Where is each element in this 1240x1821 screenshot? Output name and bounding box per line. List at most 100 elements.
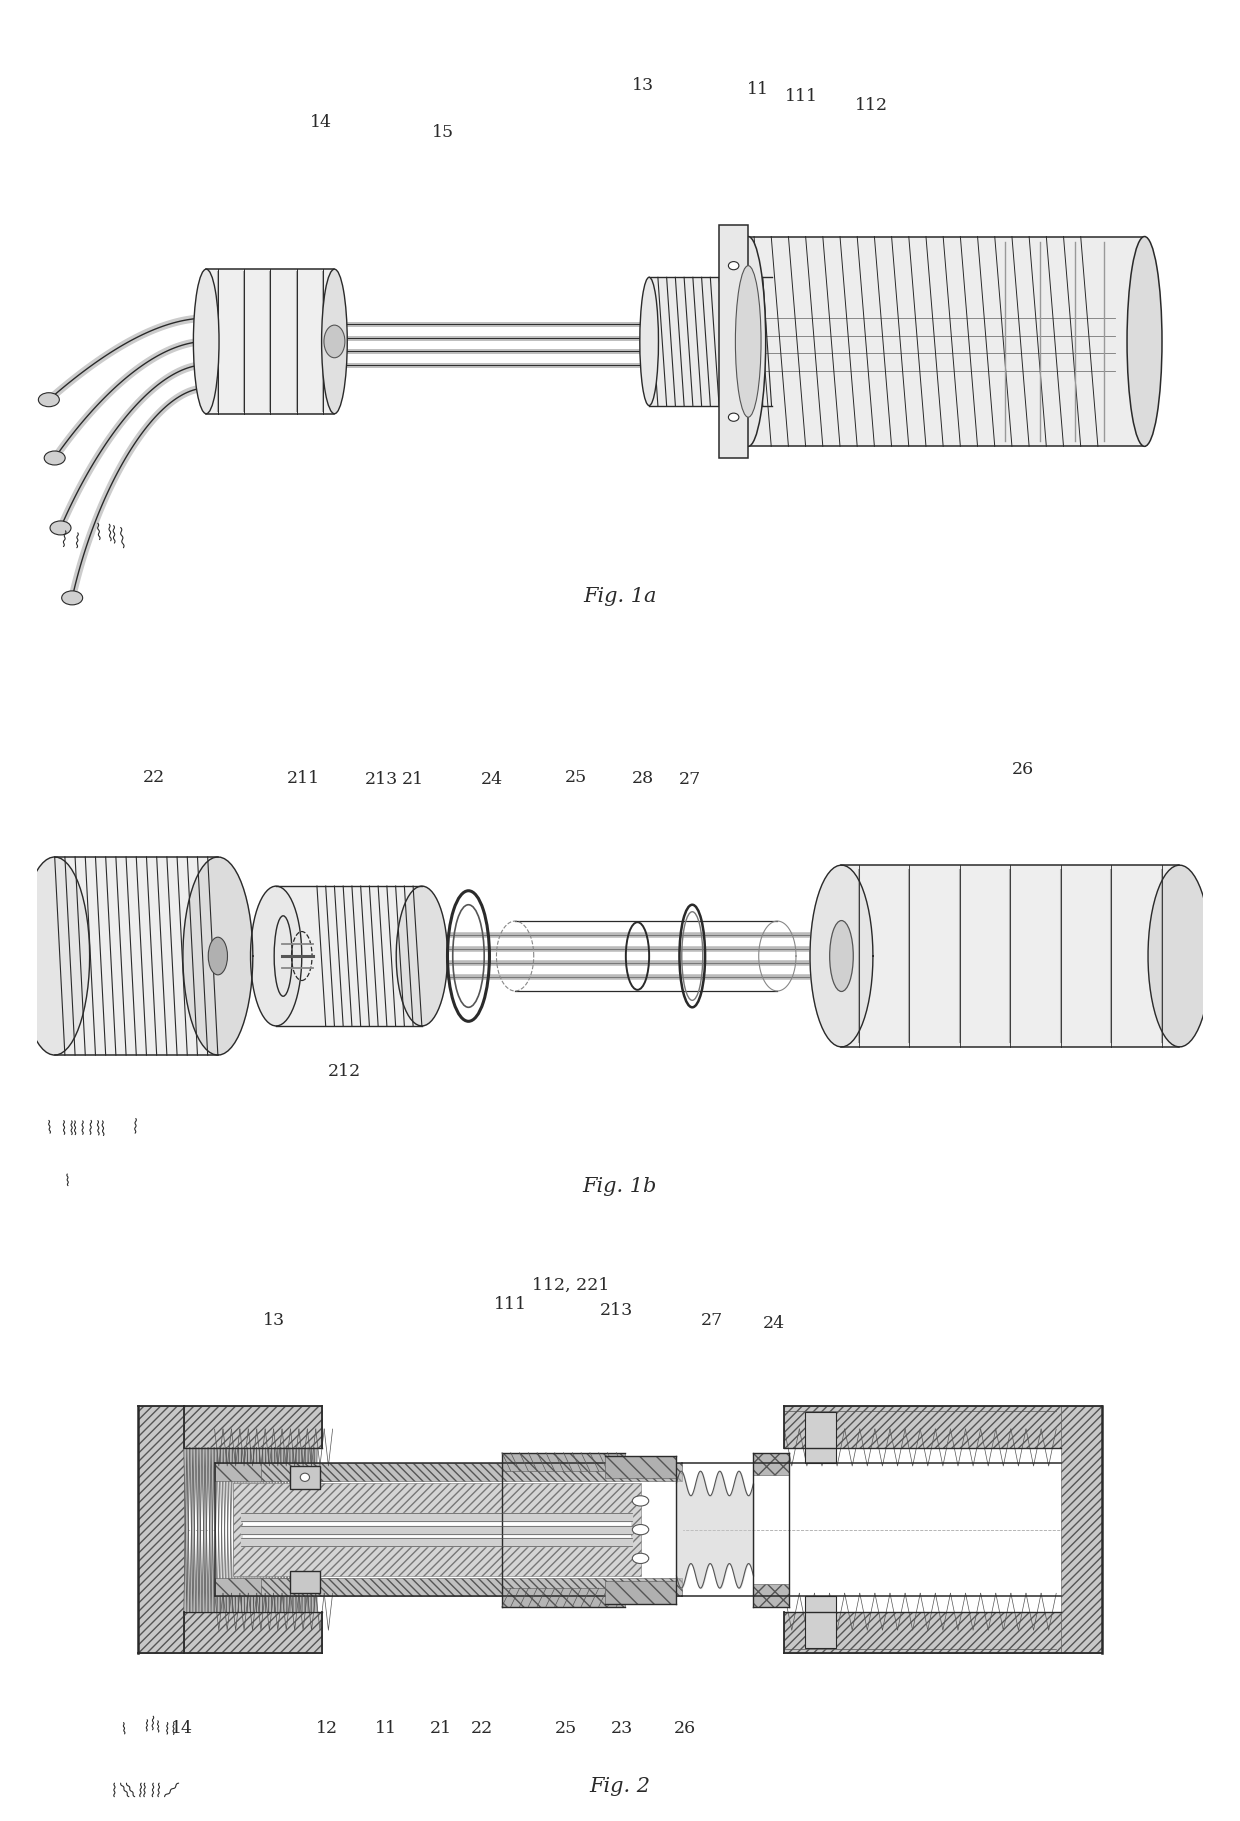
Text: 112: 112 [856,98,888,115]
Polygon shape [280,1448,286,1612]
Polygon shape [215,1448,221,1612]
Ellipse shape [632,1495,649,1506]
Text: 24: 24 [481,772,503,788]
Polygon shape [221,1448,226,1612]
Text: 24: 24 [763,1315,785,1333]
Polygon shape [311,1448,317,1612]
Polygon shape [190,1448,196,1612]
Polygon shape [250,1448,257,1612]
Bar [754,1453,790,1475]
Polygon shape [299,1448,305,1612]
Bar [260,1462,682,1482]
Polygon shape [242,1513,632,1521]
Polygon shape [196,1448,202,1612]
Bar [754,1584,790,1606]
Bar [184,1612,322,1653]
Text: 25: 25 [554,1719,577,1737]
Polygon shape [250,1448,257,1612]
Text: 27: 27 [678,772,701,788]
Polygon shape [190,1448,196,1612]
Text: 13: 13 [263,1313,285,1329]
Bar [289,1466,320,1488]
Polygon shape [269,1448,275,1612]
Polygon shape [242,1539,632,1546]
Polygon shape [232,1448,238,1612]
Bar [784,1406,1061,1448]
Polygon shape [226,1448,232,1612]
Text: 15: 15 [432,124,454,142]
Polygon shape [232,1448,238,1612]
Text: 14: 14 [171,1719,192,1737]
Polygon shape [280,1448,286,1612]
Polygon shape [244,1448,250,1612]
Bar [289,1572,320,1593]
Ellipse shape [728,262,739,270]
Ellipse shape [300,1473,310,1482]
Ellipse shape [632,1524,649,1535]
Bar [748,237,1145,446]
Bar [605,1581,677,1604]
Polygon shape [184,858,253,1054]
Bar [277,887,422,1025]
Polygon shape [293,1448,299,1612]
Bar [805,1597,836,1648]
Ellipse shape [62,590,83,605]
Text: 111: 111 [494,1297,527,1313]
Text: 26: 26 [1012,761,1034,778]
Ellipse shape [1127,237,1162,446]
Text: 22: 22 [143,768,165,787]
Ellipse shape [640,277,658,406]
Ellipse shape [632,1553,649,1564]
Text: 13: 13 [632,76,655,93]
Bar [215,1577,337,1597]
Polygon shape [810,865,873,1047]
Text: 11: 11 [374,1719,397,1737]
Polygon shape [208,1448,215,1612]
Polygon shape [257,1448,263,1612]
Polygon shape [226,1448,232,1612]
Polygon shape [20,858,89,1054]
Text: 22: 22 [470,1719,492,1737]
Bar [184,1406,322,1448]
Ellipse shape [830,921,853,991]
Polygon shape [305,1448,311,1612]
Bar [233,1484,641,1575]
Polygon shape [397,887,448,1025]
Polygon shape [238,1448,244,1612]
Bar [605,1455,677,1479]
Polygon shape [293,1448,299,1612]
Ellipse shape [50,521,71,535]
Polygon shape [269,1448,275,1612]
Text: Fig. 1a: Fig. 1a [583,586,657,606]
Bar [260,1577,682,1597]
Text: 23: 23 [611,1719,634,1737]
Ellipse shape [728,413,739,421]
Bar [502,1588,625,1606]
Polygon shape [275,1448,280,1612]
Bar [805,1411,836,1462]
Text: 26: 26 [673,1719,696,1737]
Ellipse shape [193,270,219,413]
Polygon shape [238,1448,244,1612]
Bar [138,1406,184,1653]
Bar [1061,1406,1102,1653]
Polygon shape [221,1448,226,1612]
Ellipse shape [735,266,761,417]
Bar [206,270,335,413]
Text: 14: 14 [310,115,331,131]
Bar [719,224,748,459]
Text: 27: 27 [702,1313,723,1329]
Text: Fig. 2: Fig. 2 [589,1777,651,1796]
Polygon shape [299,1448,305,1612]
Polygon shape [244,1448,250,1612]
Text: 111: 111 [785,87,818,106]
Text: 11: 11 [746,82,769,98]
Polygon shape [250,887,301,1025]
Text: 213: 213 [600,1302,634,1318]
Text: 25: 25 [564,768,587,787]
Bar [650,277,771,406]
Ellipse shape [208,938,227,974]
Polygon shape [184,1448,190,1612]
Ellipse shape [38,393,60,406]
Polygon shape [286,1448,293,1612]
